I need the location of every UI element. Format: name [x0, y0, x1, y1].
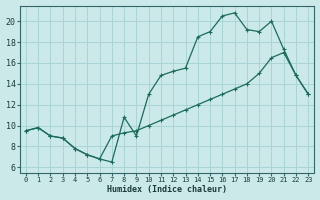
X-axis label: Humidex (Indice chaleur): Humidex (Indice chaleur)	[107, 185, 227, 194]
